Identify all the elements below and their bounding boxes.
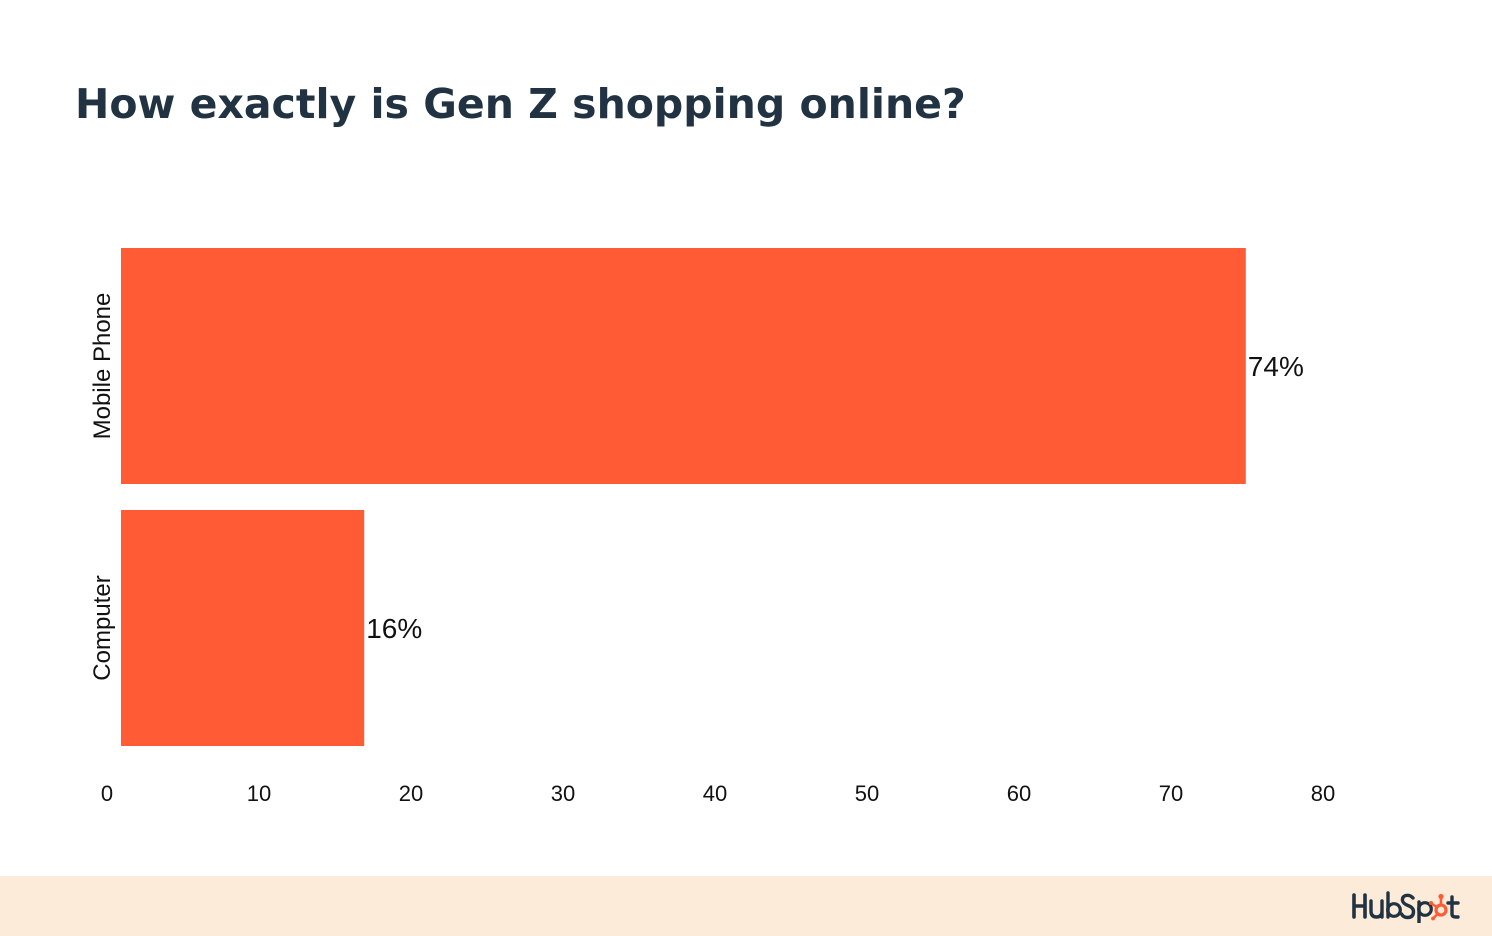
bar-chart: 74% Mobile Phone 16% Computer 0 10 20 30 40 50 60 7… bbox=[89, 248, 1335, 806]
hubspot-sprocket-icon bbox=[1352, 891, 1460, 923]
x-tick-label: 10 bbox=[247, 781, 271, 806]
data-label: 16% bbox=[366, 613, 422, 644]
x-tick-label: 50 bbox=[855, 781, 879, 806]
x-tick-label: 20 bbox=[399, 781, 423, 806]
chart-title: How exactly is Gen Z shopping online? bbox=[75, 80, 966, 128]
x-tick-label: 30 bbox=[551, 781, 575, 806]
bar-mobile-phone bbox=[121, 248, 1246, 484]
x-tick-label: 0 bbox=[101, 781, 113, 806]
data-label: 74% bbox=[1248, 351, 1304, 382]
x-tick-label: 80 bbox=[1311, 781, 1335, 806]
category-label: Mobile Phone bbox=[89, 293, 116, 440]
x-tick-label: 70 bbox=[1159, 781, 1183, 806]
footer-band bbox=[0, 876, 1492, 936]
x-tick-label: 40 bbox=[703, 781, 727, 806]
category-label: Computer bbox=[89, 575, 116, 680]
bar-computer bbox=[121, 510, 365, 746]
x-tick-label: 60 bbox=[1007, 781, 1031, 806]
hubspot-logo bbox=[1352, 889, 1462, 923]
